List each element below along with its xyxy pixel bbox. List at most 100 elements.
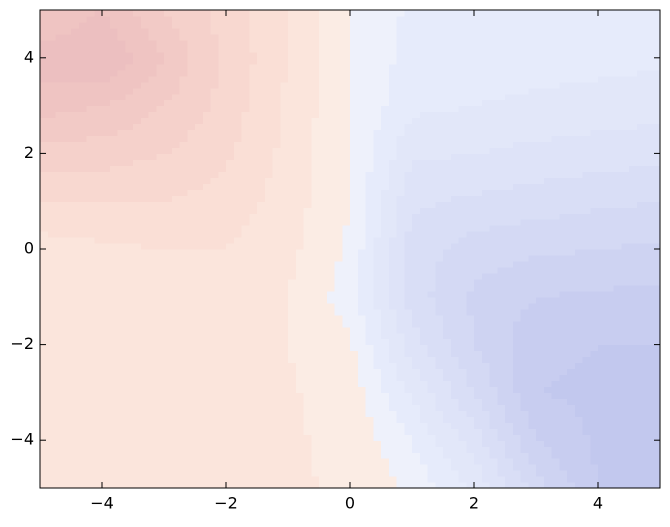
contour-cell <box>55 117 64 125</box>
contour-cell <box>605 344 615 352</box>
contour-cell <box>272 362 281 370</box>
contour-cell <box>210 308 219 316</box>
contour-cell <box>55 452 64 459</box>
contour-cell <box>272 476 281 483</box>
contour-cell <box>629 356 638 364</box>
contour-cell <box>280 249 289 256</box>
contour-cell <box>55 398 64 405</box>
contour-cell <box>226 368 235 376</box>
contour-cell <box>404 314 413 322</box>
contour-cell <box>288 344 297 352</box>
contour-cell <box>481 243 491 250</box>
contour-cell <box>148 111 157 119</box>
contour-cell <box>241 464 250 471</box>
contour-cell <box>226 249 235 256</box>
contour-cell <box>47 165 57 172</box>
contour-cell <box>47 344 57 352</box>
contour-cell <box>295 314 305 322</box>
contour-cell <box>481 416 491 423</box>
contour-cell <box>543 171 553 178</box>
contour-cell <box>109 213 119 220</box>
contour-cell <box>598 428 607 435</box>
contour-cell <box>249 296 258 304</box>
contour-cell <box>598 392 607 399</box>
contour-cell <box>598 249 607 256</box>
contour-cell <box>171 356 181 364</box>
contour-cell <box>264 434 274 441</box>
contour-cell <box>443 231 452 238</box>
contour-cell <box>257 213 266 220</box>
contour-cell <box>613 482 622 488</box>
contour-cell <box>636 482 646 488</box>
contour-cell <box>512 398 522 405</box>
contour-cell <box>551 314 560 322</box>
contour-cell <box>598 470 607 477</box>
contour-cell <box>280 320 289 328</box>
contour-cell <box>543 302 553 310</box>
contour-cell <box>202 446 212 453</box>
contour-cell <box>326 147 336 154</box>
contour-cell <box>342 344 351 352</box>
contour-cell <box>427 380 436 388</box>
contour-cell <box>156 314 165 322</box>
contour-cell <box>117 290 126 298</box>
contour-cell <box>458 123 467 131</box>
contour-cell <box>605 428 615 435</box>
contour-cell <box>303 213 312 220</box>
contour-cell <box>264 213 274 220</box>
contour-cell <box>613 464 622 471</box>
contour-cell <box>381 308 390 316</box>
contour-cell <box>536 278 545 286</box>
contour-cell <box>388 254 398 262</box>
contour-cell <box>47 213 57 220</box>
contour-cell <box>94 171 103 178</box>
contour-cell <box>164 231 173 238</box>
contour-cell <box>334 183 343 190</box>
contour-cell <box>272 398 281 405</box>
contour-cell <box>249 440 258 447</box>
contour-cell <box>520 386 529 393</box>
contour-cell <box>435 117 444 125</box>
contour-cell <box>512 320 522 328</box>
contour-cell <box>272 326 281 334</box>
contour-cell <box>171 464 181 471</box>
contour-cell <box>202 189 212 196</box>
contour-cell <box>288 237 297 244</box>
contour-cell <box>63 219 72 226</box>
contour-cell <box>94 254 103 262</box>
contour-cell <box>381 350 390 358</box>
contour-cell <box>505 225 514 232</box>
contour-cell <box>334 171 343 178</box>
contour-cell <box>636 189 646 196</box>
contour-cell <box>412 165 421 172</box>
contour-cell <box>233 254 243 262</box>
contour-cell <box>474 272 483 280</box>
contour-cell <box>466 207 475 214</box>
contour-cell <box>574 452 584 459</box>
contour-cell <box>574 362 584 370</box>
contour-cell <box>388 117 398 125</box>
contour-cell <box>86 129 95 137</box>
contour-cell <box>357 153 367 160</box>
contour-cell <box>505 338 514 346</box>
contour-cell <box>71 105 80 113</box>
contour-cell <box>117 237 126 244</box>
contour-cell <box>357 368 367 376</box>
contour-cell <box>489 332 498 340</box>
contour-cell <box>381 404 390 411</box>
contour-cell <box>218 129 227 137</box>
contour-cell <box>117 302 126 310</box>
contour-cell <box>117 350 126 358</box>
contour-cell <box>257 470 266 477</box>
contour-cell <box>381 231 390 238</box>
contour-cell <box>94 123 103 131</box>
contour-cell <box>272 458 281 465</box>
contour-cell <box>156 177 165 184</box>
contour-cell <box>427 290 436 298</box>
contour-cell <box>319 392 328 399</box>
contour-cell <box>148 225 157 232</box>
contour-cell <box>381 344 390 352</box>
contour-cell <box>419 320 429 328</box>
contour-cell <box>481 440 491 447</box>
contour-cell <box>133 362 142 370</box>
